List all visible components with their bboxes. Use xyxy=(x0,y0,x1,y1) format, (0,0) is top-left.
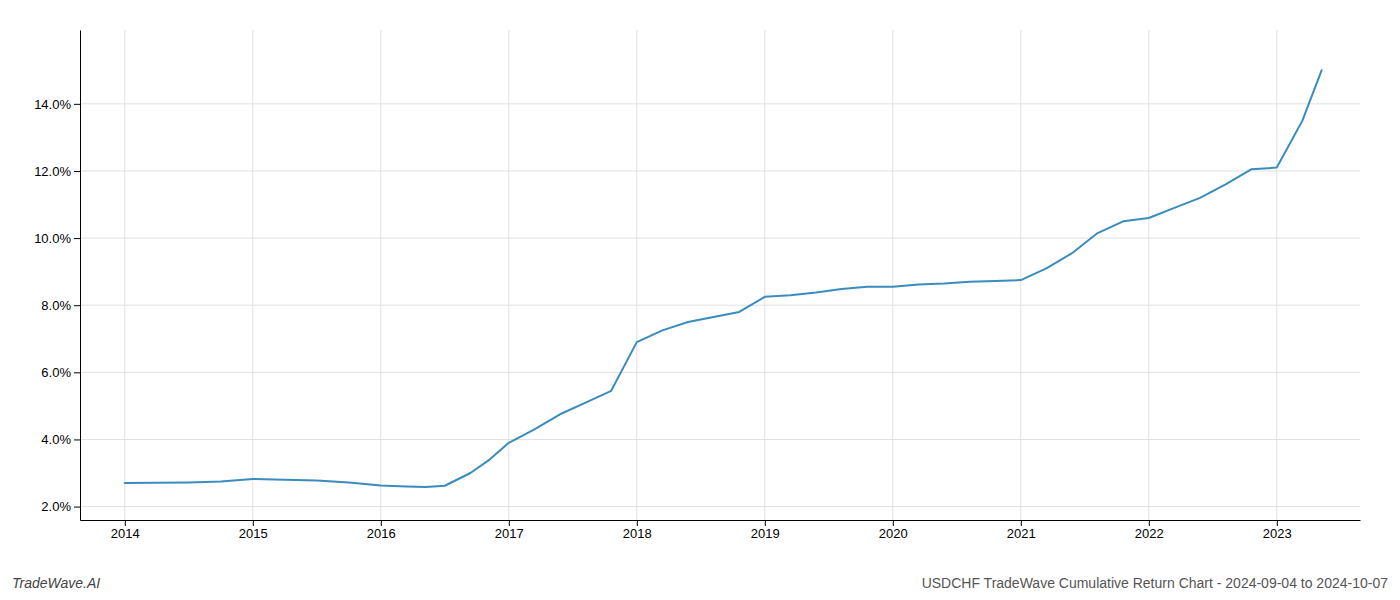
chart: 2014 2015 2016 2017 2018 2019 2020 2021 2022 2023… xyxy=(0,0,1400,600)
line xyxy=(125,70,1322,487)
y-tick: 4.0% xyxy=(41,432,80,447)
x-tick-label: 2021 xyxy=(1007,526,1036,541)
x-tick-label: 2015 xyxy=(239,526,268,541)
x-tick: 2018 xyxy=(623,520,652,541)
y-tick-label: 2.0% xyxy=(41,499,71,514)
x-tick: 2014 xyxy=(111,520,140,541)
x-axis-line xyxy=(81,520,1361,521)
x-tick-mark xyxy=(1021,520,1022,526)
grid-line-y xyxy=(80,238,1360,239)
y-tick-mark xyxy=(74,439,80,440)
x-axis: 2014 2015 2016 2017 2018 2019 2020 2021 2022 2023 xyxy=(81,520,1361,541)
y-axis: 2.0% 4.0% 6.0% 8.0% 10.0% 12.0% 14.0% xyxy=(34,31,80,521)
x-tick-mark xyxy=(765,520,766,526)
x-tick-mark xyxy=(1277,520,1278,526)
x-tick: 2021 xyxy=(1007,520,1036,541)
x-tick: 2017 xyxy=(495,520,524,541)
x-tick: 2015 xyxy=(239,520,268,541)
grid xyxy=(80,30,1360,520)
y-tick-mark xyxy=(74,238,80,239)
y-tick: 2.0% xyxy=(41,499,80,514)
title: USDCHF TradeWave Cumulative Return Chart… xyxy=(922,575,1389,591)
x-tick-label: 2014 xyxy=(111,526,140,541)
grid-line-y xyxy=(80,506,1360,507)
x-tick: 2022 xyxy=(1135,520,1164,541)
x-tick-label: 2023 xyxy=(1263,526,1292,541)
grid-line-y xyxy=(80,103,1360,104)
x-tick-mark xyxy=(893,520,894,526)
y-tick: 14.0% xyxy=(34,96,80,111)
y-tick-label: 14.0% xyxy=(34,96,71,111)
x-tick: 2020 xyxy=(879,520,908,541)
grid-line-y xyxy=(80,305,1360,306)
plot: 2014 2015 2016 2017 2018 2019 2020 2021 2022 2023… xyxy=(34,30,1360,541)
y-axis-line xyxy=(80,31,81,521)
x-tick: 2023 xyxy=(1263,520,1292,541)
y-tick-label: 8.0% xyxy=(41,298,71,313)
y-tick-mark xyxy=(74,507,80,508)
x-tick-mark xyxy=(381,520,382,526)
marks xyxy=(125,70,1322,487)
grid-line-y xyxy=(80,372,1360,373)
y-tick: 8.0% xyxy=(41,298,80,313)
y-tick-label: 6.0% xyxy=(41,365,71,380)
y-tick-mark xyxy=(74,104,80,105)
watermark: TradeWave.AI xyxy=(12,575,100,591)
y-tick: 10.0% xyxy=(34,231,80,246)
x-tick-label: 2019 xyxy=(751,526,780,541)
y-tick-label: 12.0% xyxy=(34,164,71,179)
y-tick-mark xyxy=(74,305,80,306)
x-tick-mark xyxy=(253,520,254,526)
x-tick-label: 2018 xyxy=(623,526,652,541)
y-tick: 6.0% xyxy=(41,365,80,380)
x-tick-label: 2016 xyxy=(367,526,396,541)
x-tick-mark xyxy=(125,520,126,526)
x-tick-mark xyxy=(637,520,638,526)
y-tick-mark xyxy=(74,372,80,373)
y-tick-label: 10.0% xyxy=(34,231,71,246)
y-tick-label: 4.0% xyxy=(41,432,71,447)
x-tick-label: 2022 xyxy=(1135,526,1164,541)
grid-line-y xyxy=(80,439,1360,440)
x-tick-mark xyxy=(509,520,510,526)
x-tick-mark xyxy=(1149,520,1150,526)
x-tick-label: 2017 xyxy=(495,526,524,541)
grid-line-y xyxy=(80,170,1360,171)
y-tick-mark xyxy=(74,171,80,172)
x-tick: 2019 xyxy=(751,520,780,541)
x-tick-label: 2020 xyxy=(879,526,908,541)
y-tick: 12.0% xyxy=(34,164,80,179)
x-tick: 2016 xyxy=(367,520,396,541)
